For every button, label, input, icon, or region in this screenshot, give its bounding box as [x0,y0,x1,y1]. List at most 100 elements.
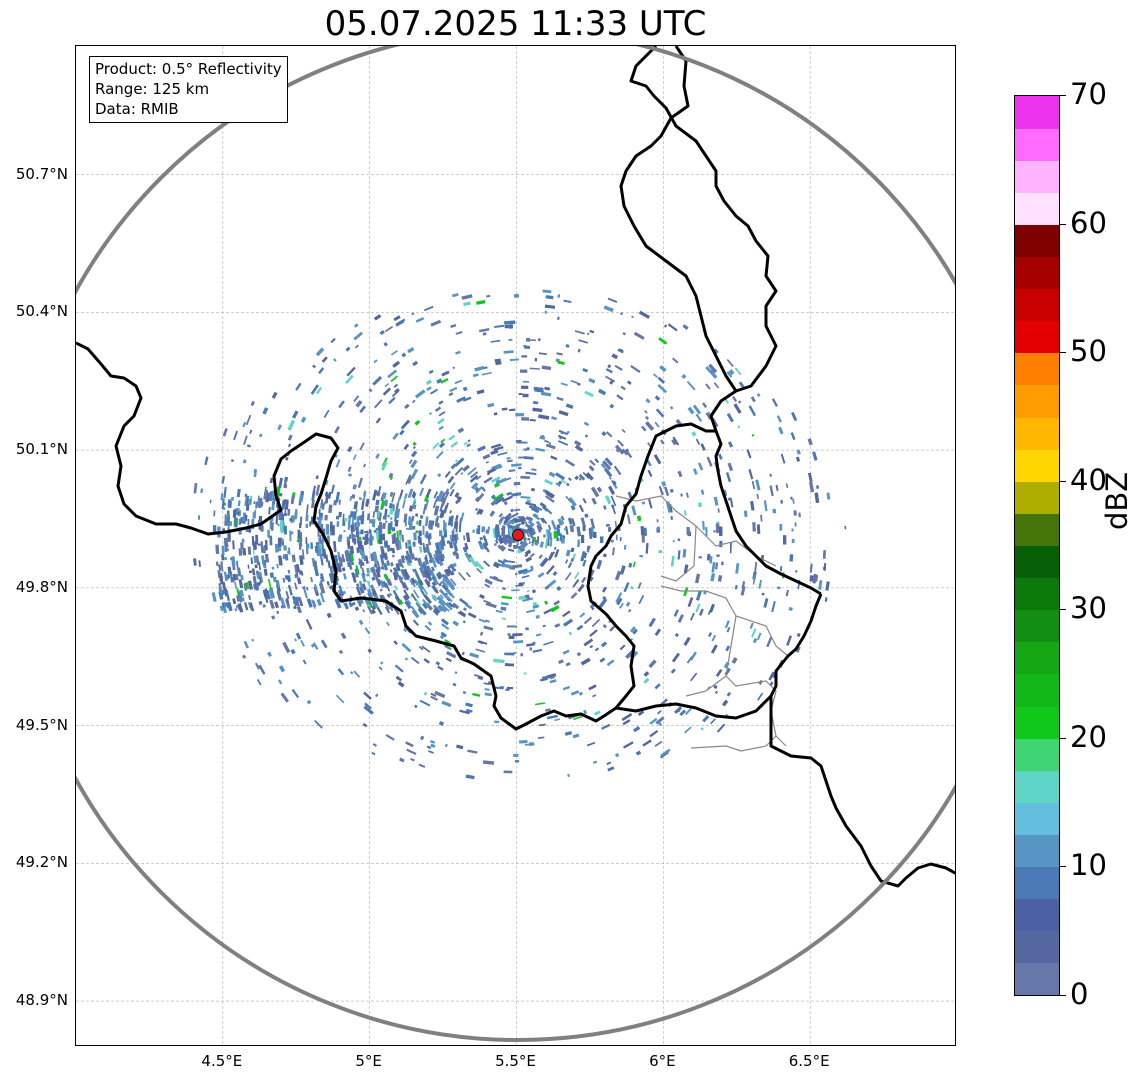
echo-pixel [223,507,226,510]
echo-pixel [411,399,416,404]
echo-pixel [278,665,286,673]
echo-pixel [223,486,227,499]
echo-pixel [482,760,495,765]
echo-pixel [368,388,373,393]
echo-pixel [809,575,814,582]
echo-pixel [524,345,530,349]
echo-pixel [418,763,426,768]
echo-pixel [347,446,352,453]
echo-pixel [538,338,541,342]
echo-pixel [467,612,477,619]
echo-pixel [221,475,226,484]
echo-pixel [249,602,255,612]
echo-pixel [222,428,228,437]
echo-pixel [444,470,451,478]
echo-pixel [531,530,536,535]
colorbar-segment [1015,320,1059,354]
echo-pixel [219,585,223,594]
colorbar-segment [1015,641,1059,675]
echo-pixel [419,546,423,553]
echo-pixel [438,400,444,405]
echo-pixel [657,710,662,715]
echo-pixel [544,386,551,391]
echo-pixel [641,501,646,505]
echo-pixel [388,472,394,479]
echo-pixel [785,589,789,597]
echo-pixel [580,551,586,562]
echo-pixel [430,319,442,327]
echo-pixel [534,357,538,362]
echo-pixel [582,497,587,504]
echo-pixel [443,529,448,538]
echo-pixel [431,581,436,587]
echo-pixel [338,400,345,409]
echo-pixel [220,561,224,572]
echo-pixel [263,489,269,500]
echo-pixel [397,559,403,567]
echo-pixel [503,770,513,774]
echo-pixel [630,586,635,590]
echo-pixel [507,459,513,463]
echo-pixel [647,469,653,477]
echo-pixel [672,540,675,543]
echo-pixel [462,546,468,553]
echo-pixel [554,718,560,722]
echo-pixel [320,500,324,506]
echo-pixel [442,522,447,531]
echo-pixel [545,495,555,503]
echo-pixel [224,514,227,521]
echo-pixel [529,419,536,422]
echo-pixel [525,627,529,631]
echo-pixel [756,393,761,397]
echo-pixel [535,614,540,619]
echo-pixel [750,396,756,403]
echo-pixel [565,344,570,348]
echo-pixel [484,539,488,543]
echo-pixel [605,495,612,505]
echo-pixel [506,686,514,690]
echo-pixel [379,330,385,336]
echo-pixel [511,589,520,592]
echo-pixel [244,602,249,611]
echo-pixel [474,365,485,372]
echo-pixel [437,549,442,560]
echo-pixel [616,597,623,606]
echo-pixel [522,393,529,398]
echo-pixel [715,562,719,570]
echo-pixel [467,439,471,442]
echo-pixel [375,568,381,578]
echo-pixel [472,529,475,533]
colorbar-segment [1015,962,1059,996]
echo-pixel [769,485,774,497]
echo-pixel [463,535,466,541]
echo-pixel [605,368,613,374]
echo-pixel [253,555,257,563]
echo-pixel [434,690,446,699]
echo-pixel [487,402,495,408]
echo-pixel [733,403,742,414]
echo-pixel [484,692,493,697]
echo-pixel [605,431,613,438]
echo-pixel [434,589,439,594]
echo-pixel [590,604,595,608]
echo-pixel [844,526,847,530]
echo-pixel [655,716,665,725]
echo-pixel [686,380,696,391]
echo-pixel [290,495,295,504]
echo-pixel [402,582,409,591]
echo-pixel [336,521,340,527]
echo-pixel [238,579,244,589]
echo-pixel [607,364,612,369]
echo-pixel [232,509,237,518]
echo-pixel [529,647,533,651]
echo-pixel [544,538,549,549]
echo-pixel [430,743,436,748]
echo-pixel [247,498,252,505]
echo-pixel [439,581,443,585]
echo-pixel [599,657,606,663]
echo-pixel [570,592,578,599]
echo-pixel [276,610,280,614]
echo-pixel [367,537,371,542]
echo-pixel [476,389,485,395]
echo-pixel [329,574,335,583]
